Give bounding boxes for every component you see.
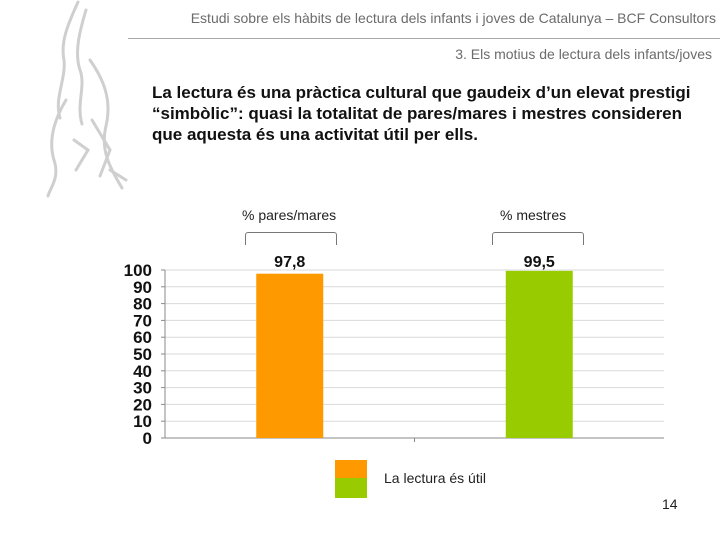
data-labels: 97,8 99,5 [274, 254, 555, 271]
bar-0 [256, 273, 324, 438]
y-tick-label: 10 [133, 412, 152, 431]
y-tick-label: 20 [133, 395, 152, 414]
category-bracket-parents [245, 232, 337, 245]
y-tick-label: 30 [133, 379, 152, 398]
header-title: Estudi sobre els hàbits de lectura dels … [190, 10, 716, 26]
category-label-parents: % pares/mares [242, 207, 337, 223]
y-tick-label: 40 [133, 362, 152, 381]
section-title: 3. Els motius de lectura dels infants/jo… [455, 46, 712, 62]
gridlines [165, 269, 664, 422]
y-tick-label: 90 [133, 278, 152, 297]
category-label-teachers: % mestres [500, 207, 567, 223]
legend-label: La lectura és útil [384, 470, 486, 486]
y-tick-label: 70 [133, 311, 152, 330]
y-tick-label: 60 [133, 328, 152, 347]
y-tick-label: 100 [124, 261, 152, 280]
bar-1 [505, 270, 573, 438]
page-number: 14 [662, 496, 678, 512]
y-tick-label: 50 [133, 345, 152, 364]
bars [256, 270, 573, 438]
legend-swatch-teachers [335, 478, 367, 498]
y-tick-label: 0 [143, 429, 152, 448]
header-divider [128, 38, 720, 39]
headline: La lectura és una pràctica cultural que … [152, 83, 691, 144]
legend-swatch-parents [335, 460, 367, 480]
y-tick-label: 80 [133, 295, 152, 314]
data-label-0: 97,8 [274, 254, 305, 271]
category-bracket-teachers [492, 232, 584, 245]
data-label-1: 99,5 [524, 254, 555, 271]
logo-illustration [30, 0, 140, 205]
